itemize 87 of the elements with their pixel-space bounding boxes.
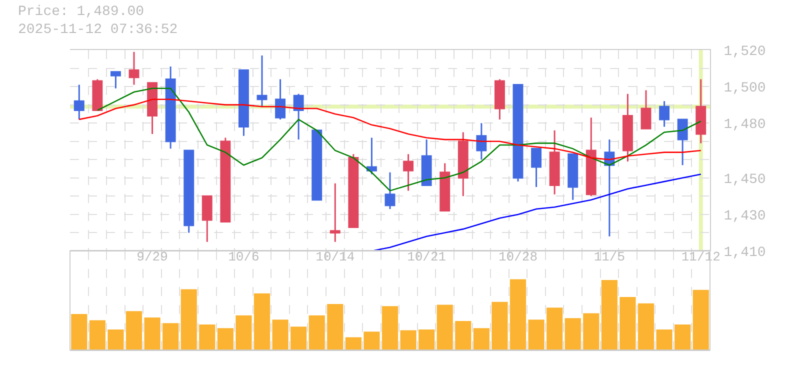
candlestick	[92, 78, 103, 112]
bar	[290, 326, 307, 350]
bar	[108, 329, 124, 350]
bar	[674, 324, 691, 350]
bar	[254, 293, 270, 350]
bar	[327, 304, 344, 350]
x-tick-label: 9/29	[136, 250, 168, 264]
bar	[364, 332, 380, 350]
x-tick-label: 11/5	[594, 250, 626, 264]
x-tick-label: 10/6	[228, 250, 260, 264]
candlestick	[476, 122, 487, 160]
candlestick	[696, 78, 706, 144]
y-tick-label: 1,450	[724, 172, 766, 188]
candlestick	[256, 54, 268, 108]
candlestick	[128, 51, 140, 86]
bar	[236, 315, 252, 350]
bar	[620, 296, 636, 350]
bar	[492, 302, 508, 350]
bar	[162, 323, 179, 350]
line-series	[78, 98, 702, 160]
bar	[583, 313, 600, 350]
candlestick	[421, 138, 432, 186]
candlestick	[74, 84, 84, 120]
candlestick	[677, 118, 688, 166]
y-tick-label: 1,430	[724, 208, 766, 224]
x-tick-label: 10/21	[407, 250, 446, 264]
candlestick	[384, 172, 396, 210]
candlestick	[531, 148, 542, 188]
bar	[382, 306, 398, 350]
bar	[89, 320, 106, 350]
candlestick	[586, 116, 596, 197]
bar	[638, 303, 654, 350]
candlestick	[348, 153, 359, 228]
candlestick	[640, 89, 652, 130]
bar	[308, 315, 325, 350]
candlestick	[622, 93, 633, 162]
candlestick	[659, 100, 670, 128]
x-tick-label: 10/14	[316, 250, 355, 264]
bar	[473, 328, 490, 350]
bar	[345, 337, 362, 350]
y-tick-label: 1,500	[724, 80, 766, 96]
y-tick-label: 1,480	[724, 116, 766, 133]
bar	[272, 320, 288, 350]
candlestick	[604, 138, 615, 238]
candlestick	[147, 82, 158, 135]
candlestick	[293, 93, 304, 140]
bar	[180, 289, 197, 350]
candlestick	[549, 130, 560, 196]
chart-subtitle: 2025-11-12 07:36:52	[18, 22, 178, 38]
y-tick-label: 1,520	[724, 44, 766, 60]
bar	[436, 304, 453, 350]
bar	[126, 311, 142, 350]
y-tick-label: 1,410	[724, 244, 766, 261]
bar	[510, 279, 526, 350]
bar	[199, 324, 216, 350]
candlestick	[494, 78, 505, 120]
candlestick	[165, 66, 176, 150]
candlestick	[403, 153, 414, 192]
chart-title: Price: 1,489.00	[18, 4, 144, 20]
bar	[71, 314, 88, 350]
bar	[455, 321, 472, 350]
bar	[564, 318, 581, 350]
bar	[217, 328, 234, 350]
candlestick	[440, 162, 450, 212]
bar	[546, 308, 563, 350]
line-series	[96, 88, 702, 192]
bar	[528, 320, 544, 350]
candlestick	[275, 78, 286, 120]
candlestick	[366, 136, 377, 175]
candlestick	[220, 136, 231, 223]
bar	[656, 329, 672, 350]
candlestick	[238, 69, 249, 137]
candlestick	[184, 150, 194, 234]
x-tick-label: 11/12	[681, 250, 720, 264]
bar	[144, 317, 160, 350]
candlestick	[312, 130, 322, 201]
bar	[692, 290, 709, 350]
x-tick-label: 10/28	[498, 250, 538, 264]
candlestick	[202, 195, 212, 243]
candlestick	[110, 71, 121, 90]
candlestick	[458, 131, 468, 197]
bar	[601, 280, 618, 350]
candlestick	[512, 84, 524, 182]
candlestick	[330, 182, 340, 243]
bar	[400, 330, 416, 350]
candlestick	[568, 153, 578, 201]
bar	[418, 329, 435, 350]
